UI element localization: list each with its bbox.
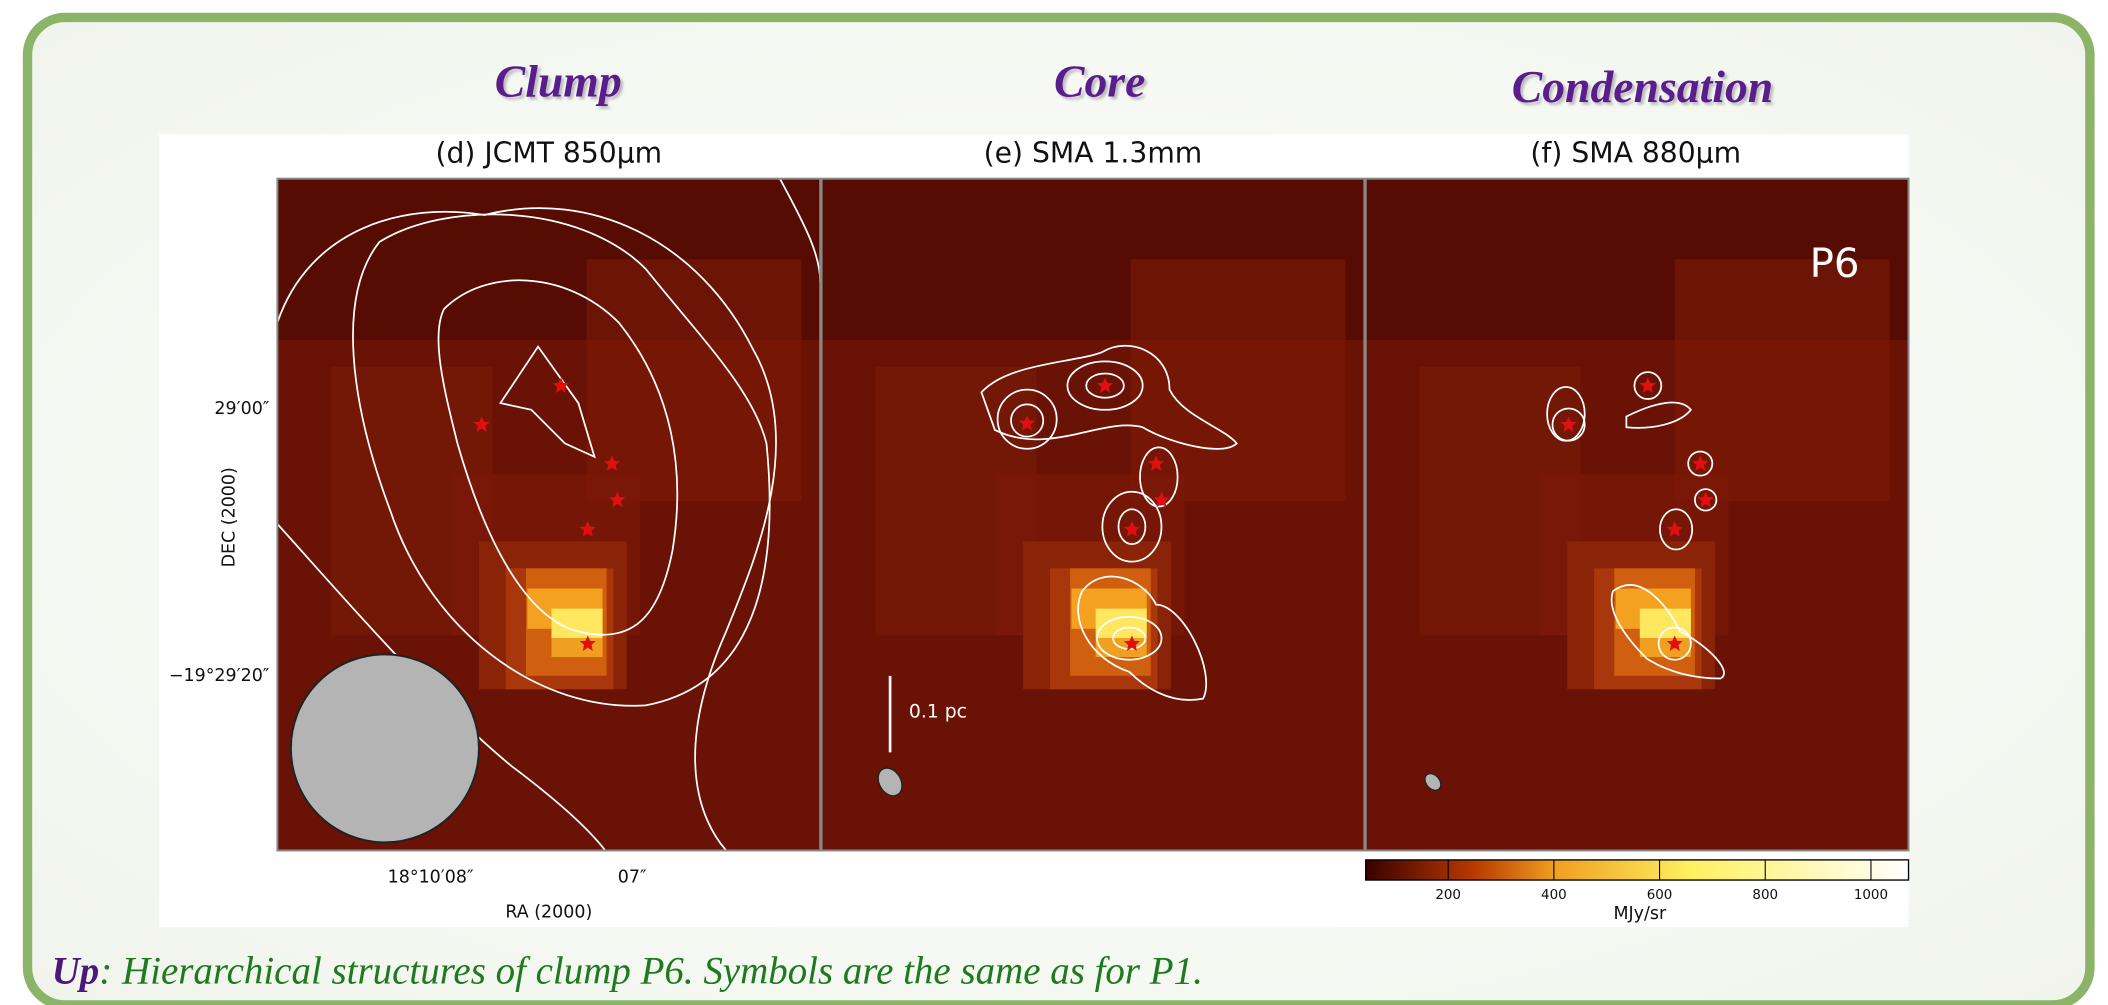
colorbar-tick-label: 800 [1752,888,1778,903]
caption-lead: Up [52,950,100,993]
y-tick-label: 29′00″ [214,399,269,419]
x-axis-label: RA (2000) [505,903,592,923]
x-tick-label: 18°10′08″ [388,868,474,888]
decoration [822,179,1365,851]
panel-title: (f) SMA 880μm [1530,137,1741,170]
panel-image [822,179,1365,851]
x-tick-label: 07″ [618,868,647,888]
colorbar-tick-label: 400 [1541,888,1567,903]
colorbar-tick-label: 1000 [1854,888,1888,903]
colorbar-label: MJy/sr [1613,904,1667,924]
poster-panel: Clump Core Condensation (d) JCMT 850μm (… [0,0,2108,1005]
panel-title: (e) SMA 1.3mm [984,137,1203,170]
y-tick-label: −19°29′20″ [169,666,270,686]
colorbar [1366,860,1909,880]
heading: Condensation [1512,61,1773,112]
panel-title: (d) JCMT 850μm [435,137,662,170]
colorbar-tick-label: 600 [1647,888,1673,903]
heading: Core [1054,56,1145,107]
caption: Up: Hierarchical structures of clump P6.… [52,950,1203,993]
caption-text: : Hierarchical structures of clump P6. S… [99,950,1203,993]
y-axis-label: DEC (2000) [219,467,239,567]
heading: Clump [495,56,622,107]
colorbar-tick-label: 200 [1435,888,1461,903]
beam [291,654,479,842]
scale-bar-label: 0.1 pc [909,701,967,722]
source-label: P6 [1810,240,1860,287]
